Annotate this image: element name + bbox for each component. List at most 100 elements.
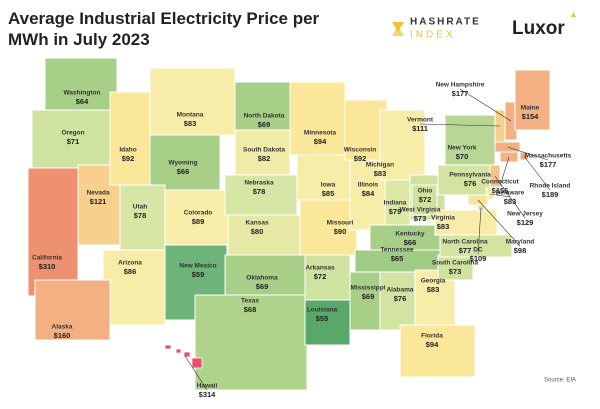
state-shape: [411, 184, 438, 216]
state-shape: [109, 91, 151, 186]
state-name: Oregon: [61, 130, 84, 137]
state-value: $72: [314, 272, 327, 281]
state-name: Maryland: [506, 239, 535, 246]
state-shape: [119, 184, 166, 251]
state-name: Wisconsin: [344, 147, 376, 154]
state-shape: [175, 348, 182, 354]
leader-line: [507, 146, 549, 161]
state-value: $121: [90, 197, 107, 206]
state-name: Pennsylvania: [449, 172, 491, 179]
source: Source: EIA: [544, 378, 576, 384]
state-value: $189: [542, 190, 559, 199]
state-name: DC: [473, 247, 483, 254]
state-value: $90: [334, 227, 347, 236]
state-value: $76: [394, 294, 407, 303]
state-shape: [234, 81, 291, 131]
leader-line: [419, 123, 501, 127]
state-value: $92: [122, 154, 135, 163]
state-name: Wyoming: [168, 160, 197, 167]
state-name: Alaska: [52, 324, 73, 331]
state-value: $156: [492, 186, 509, 195]
state-name: Virginia: [431, 215, 455, 222]
state-name: Arkansas: [305, 265, 335, 272]
state-name: Utah: [133, 204, 147, 211]
state-shape: [183, 351, 191, 358]
title-box: Average Industrial Electricity Price per…: [8, 9, 319, 49]
state-name: Nevada: [86, 190, 110, 197]
state-value: $68: [244, 305, 257, 314]
state-value: $65: [391, 254, 404, 263]
state-name: Maine: [521, 105, 540, 112]
state-value: $111: [412, 124, 428, 133]
state-value: $129: [517, 218, 534, 227]
state-value: $109: [470, 254, 487, 263]
state-name: New York: [447, 145, 476, 152]
state-shape: [149, 134, 221, 191]
state-name: Kentucky: [395, 231, 425, 238]
logo-luxor: Luxor: [512, 18, 565, 39]
logo-hashrate: HASHRATE: [410, 17, 481, 28]
state-shape: [164, 344, 172, 350]
state-name: Missouri: [327, 220, 354, 227]
state-value: $160: [54, 331, 71, 340]
state-shape: [31, 109, 113, 169]
state-value: $83: [184, 119, 197, 128]
state-value: $70: [456, 152, 469, 161]
logo-index: INDEX: [410, 30, 456, 41]
state-value: $154: [522, 112, 540, 121]
state-name: Delaware: [496, 190, 525, 197]
state-value: $98: [514, 246, 527, 255]
state-name: Oklahoma: [246, 275, 278, 282]
state-name: Kansas: [245, 220, 269, 227]
state-value: $83: [504, 197, 517, 206]
state-value: $72: [419, 195, 432, 204]
state-value: $84: [362, 189, 375, 198]
state-value: $64: [76, 97, 89, 106]
state-name: Colorado: [184, 210, 213, 217]
state-value: $80: [251, 227, 264, 236]
state-name: North Carolina: [442, 239, 488, 246]
state-shape: [191, 357, 203, 369]
luxor-icon: [571, 12, 576, 17]
state-name: New Jersey: [507, 211, 543, 218]
state-shape: [304, 299, 351, 346]
state-shape: [434, 209, 498, 236]
state-shape: [514, 69, 551, 131]
state-shape: [437, 254, 474, 281]
state-value: $89: [192, 217, 205, 226]
state-name: Connecticut: [481, 179, 519, 186]
state-name: Florida: [421, 333, 443, 340]
leader-line: [523, 155, 551, 191]
state-value: $177: [540, 160, 557, 169]
state-value: $66: [177, 167, 190, 176]
state-value: $59: [192, 270, 205, 279]
state-value: $82: [258, 154, 271, 163]
state-name: Michigan: [366, 162, 394, 169]
state-value: $85: [322, 189, 335, 198]
state-value: $86: [124, 267, 137, 276]
state-value: $79: [389, 207, 402, 216]
state-value: $83: [427, 285, 440, 294]
state-value: $78: [253, 187, 266, 196]
state-value: $73: [449, 267, 462, 276]
state-value: $94: [314, 137, 327, 146]
leader-line: [459, 88, 512, 122]
state-shape: [234, 129, 291, 176]
state-name: South Dakota: [243, 147, 285, 154]
state-name: Idaho: [119, 147, 136, 154]
state-value: $83: [374, 169, 387, 178]
state-name: New Mexico: [179, 263, 216, 270]
state-shape: [224, 254, 306, 296]
state-value: $66: [404, 238, 417, 247]
leader-line: [184, 355, 208, 391]
state-name: Texas: [241, 298, 259, 305]
state-name: Illinois: [358, 182, 379, 189]
state-value: $92: [354, 154, 367, 163]
state-value: $310: [39, 262, 56, 271]
state-name: Ohio: [418, 188, 433, 195]
hashrate-icon: [392, 26, 404, 36]
state-shape: [399, 324, 476, 378]
leader-line: [477, 199, 521, 247]
